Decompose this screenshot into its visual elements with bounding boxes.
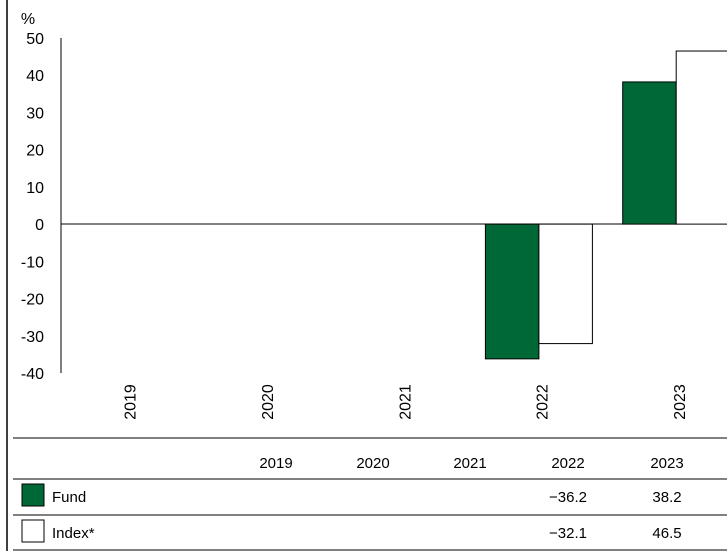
y-tick-label: 0 [35, 217, 44, 234]
y-tick-label: -30 [21, 329, 44, 346]
table-cell: 46.5 [652, 525, 681, 542]
y-tick-label: 50 [26, 31, 44, 48]
table-header-cell: 2021 [453, 455, 486, 472]
y-tick-label: 40 [26, 68, 44, 85]
legend-swatch [21, 519, 45, 543]
table-header-cell: 2023 [650, 455, 683, 472]
y-tick-label: 10 [26, 180, 44, 197]
y-tick-label: 20 [26, 143, 44, 160]
y-tick-label: -40 [21, 366, 44, 383]
x-tick-label: 2022 [535, 384, 552, 420]
y-tick-label: -10 [21, 254, 44, 271]
x-tick-label: 2020 [260, 384, 277, 420]
y-axis-unit-label: % [21, 11, 35, 28]
y-tick-label: 30 [26, 105, 44, 122]
table-header-cell: 2022 [551, 455, 584, 472]
bar-index-2023 [675, 50, 727, 225]
bar-fund-2023 [622, 81, 677, 225]
bar-index-2022 [538, 223, 593, 345]
table-cell: 38.2 [652, 489, 681, 506]
table-cell: −36.2 [549, 489, 587, 506]
y-tick-label: -20 [21, 292, 44, 309]
table-cell: −32.1 [549, 525, 587, 542]
table-row-label: Fund [52, 489, 86, 506]
x-tick-label: 2023 [672, 384, 689, 420]
table-row-label: Index* [52, 525, 95, 542]
legend-swatch [21, 483, 45, 507]
table-header-cell: 2019 [259, 455, 292, 472]
x-tick-label: 2021 [397, 384, 414, 420]
bar-fund-2022 [484, 223, 540, 360]
x-tick-label: 2019 [123, 384, 140, 420]
table-header-cell: 2020 [356, 455, 389, 472]
